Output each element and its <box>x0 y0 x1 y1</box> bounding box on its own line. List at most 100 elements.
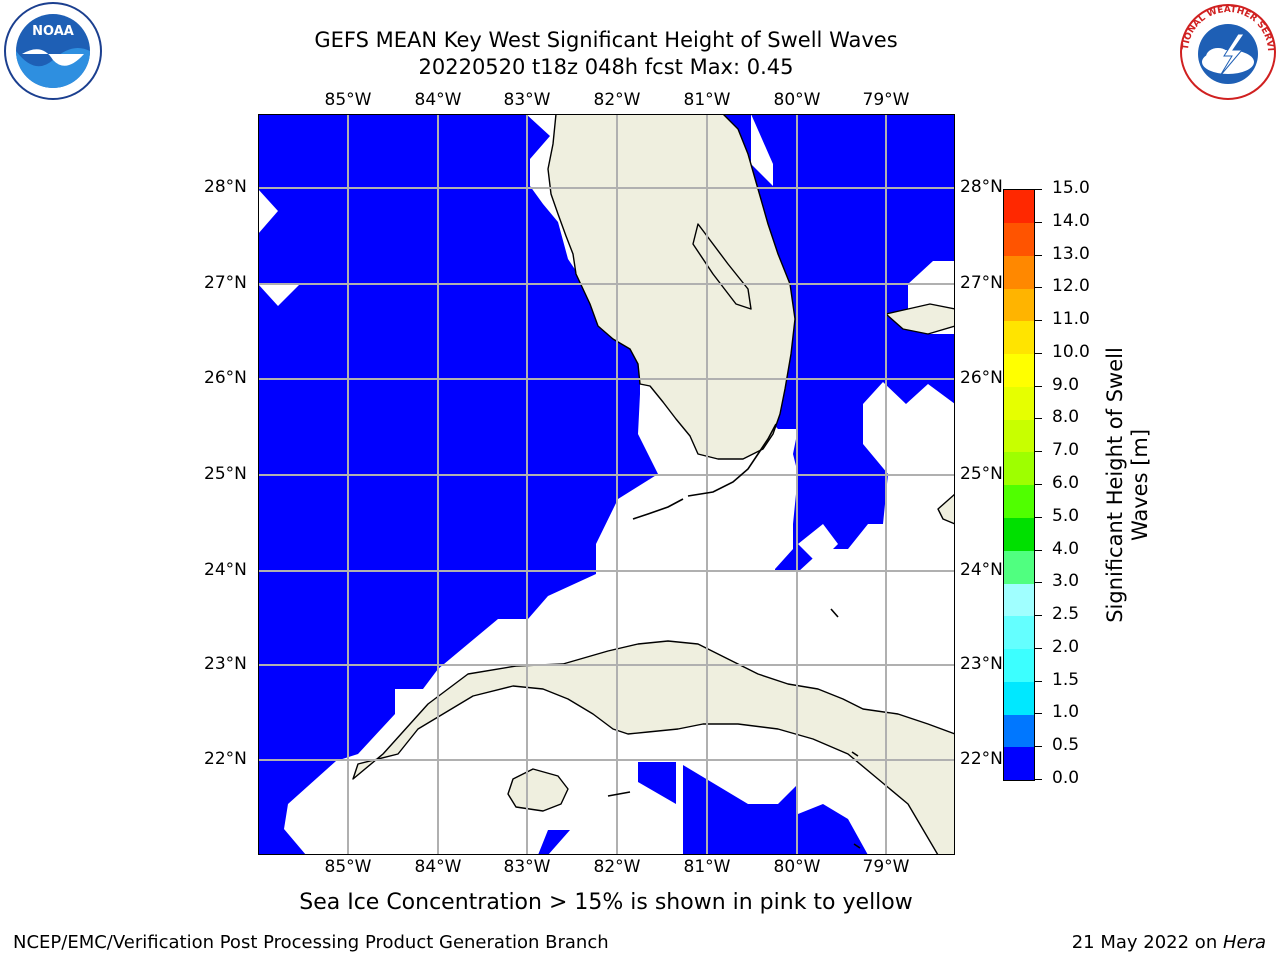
colorbar-segment <box>1004 255 1034 289</box>
colorbar-title: Significant Height of Swell Waves [m] <box>1103 347 1152 623</box>
colorbar-segment <box>1004 583 1034 617</box>
lon-label-top: 83°W <box>503 90 551 110</box>
colorbar-tick <box>1034 221 1042 223</box>
colorbar-label: 1.0 <box>1052 702 1080 723</box>
colorbar-tick <box>1034 615 1042 617</box>
land-masses <box>352 114 955 855</box>
colorbar-tick <box>1034 189 1042 190</box>
colorbar-segment <box>1004 616 1034 650</box>
colorbar-tick <box>1034 352 1042 354</box>
lon-label-bottom: 83°W <box>503 857 551 877</box>
lat-label-left: 22°N <box>204 749 247 769</box>
colorbar-segment <box>1004 386 1034 420</box>
lon-label-top: 85°W <box>324 90 372 110</box>
lat-label-right: 23°N <box>960 654 1003 674</box>
colorbar-tick <box>1034 287 1042 289</box>
colorbar-segment <box>1004 714 1034 748</box>
colorbar-label: 1.5 <box>1052 669 1080 690</box>
lat-label-right: 24°N <box>960 560 1003 580</box>
lon-label-top: 82°W <box>593 90 641 110</box>
colorbar-tick <box>1034 549 1042 551</box>
colorbar-tick <box>1034 582 1042 584</box>
colorbar <box>1003 189 1035 781</box>
colorbar-segment <box>1004 222 1034 256</box>
lon-label-bottom: 79°W <box>862 857 910 877</box>
map-subtitle: 20220520 t18z 048h fcst Max: 0.45 <box>418 55 794 79</box>
colorbar-label: 4.0 <box>1052 538 1080 559</box>
colorbar-label: 0.0 <box>1052 768 1080 788</box>
colorbar-segment <box>1004 452 1034 486</box>
lat-label-left: 26°N <box>204 368 247 388</box>
colorbar-tick <box>1034 680 1042 682</box>
lat-label-right: 27°N <box>960 273 1003 293</box>
lat-label-right: 25°N <box>960 464 1003 484</box>
colorbar-label: 15.0 <box>1052 178 1090 198</box>
colorbar-tick <box>1034 746 1042 748</box>
colorbar-segment <box>1004 353 1034 387</box>
lat-label-right: 28°N <box>960 177 1003 197</box>
keys-and-islets <box>607 423 861 849</box>
colorbar-tick <box>1034 516 1042 518</box>
colorbar-label: 10.0 <box>1052 341 1090 362</box>
map-title: GEFS MEAN Key West Significant Height of… <box>314 28 898 52</box>
lat-label-left: 24°N <box>204 560 247 580</box>
noaa-logo-text: NOAA <box>32 24 74 39</box>
colorbar-tick <box>1034 418 1042 420</box>
sea-ice-caption: Sea Ice Concentration > 15% is shown in … <box>299 890 913 915</box>
lon-label-bottom: 85°W <box>324 857 372 877</box>
colorbar-segment <box>1004 550 1034 584</box>
colorbar-label: 9.0 <box>1052 374 1080 395</box>
colorbar-tick <box>1034 779 1042 780</box>
noaa-logo: NOAA <box>4 2 102 100</box>
colorbar-segment <box>1004 190 1034 223</box>
colorbar-tick <box>1034 385 1042 387</box>
lat-label-left: 28°N <box>204 177 247 197</box>
colorbar-label: 12.0 <box>1052 276 1090 297</box>
colorbar-label: 2.0 <box>1052 636 1080 657</box>
colorbar-segment <box>1004 648 1034 682</box>
colorbar-tick <box>1034 320 1042 322</box>
colorbar-label: 11.0 <box>1052 309 1090 330</box>
colorbar-segment <box>1004 681 1034 715</box>
lon-label-bottom: 84°W <box>414 857 462 877</box>
no-data-regions <box>258 114 955 855</box>
lat-label-right: 22°N <box>960 749 1003 769</box>
colorbar-label: 6.0 <box>1052 473 1080 493</box>
swell-height-map <box>258 114 955 855</box>
colorbar-label: 5.0 <box>1052 505 1080 526</box>
footer-date: 21 May 2022 on Hera <box>1071 932 1266 953</box>
lon-label-bottom: 81°W <box>683 857 731 877</box>
colorbar-segment <box>1004 517 1034 551</box>
lon-label-top: 79°W <box>862 90 910 110</box>
nws-logo: NATIONAL WEATHER SERVICE <box>1178 2 1276 100</box>
colorbar-label: 13.0 <box>1052 243 1090 264</box>
lat-label-left: 25°N <box>204 464 247 484</box>
lon-label-top: 84°W <box>414 90 462 110</box>
lon-label-top: 80°W <box>773 90 821 110</box>
colorbar-tick <box>1034 484 1042 485</box>
colorbar-label: 14.0 <box>1052 210 1090 231</box>
colorbar-segment <box>1004 485 1034 518</box>
footer-host: Hera <box>1222 932 1266 953</box>
lat-label-right: 26°N <box>960 368 1003 388</box>
lon-label-top: 81°W <box>683 90 731 110</box>
colorbar-segment <box>1004 747 1034 781</box>
colorbar-segment <box>1004 321 1034 355</box>
colorbar-label: 3.0 <box>1052 571 1080 592</box>
colorbar-label: 0.5 <box>1052 735 1080 756</box>
lat-label-left: 27°N <box>204 273 247 293</box>
footer-credit: NCEP/EMC/Verification Post Processing Pr… <box>13 932 609 953</box>
colorbar-tick <box>1034 713 1042 715</box>
lon-label-bottom: 82°W <box>593 857 641 877</box>
colorbar-label: 2.5 <box>1052 604 1080 625</box>
colorbar-segment <box>1004 288 1034 322</box>
lon-label-bottom: 80°W <box>773 857 821 877</box>
colorbar-label: 8.0 <box>1052 407 1080 428</box>
colorbar-tick <box>1034 647 1042 649</box>
lat-label-left: 23°N <box>204 654 247 674</box>
colorbar-tick <box>1034 451 1042 453</box>
colorbar-label: 7.0 <box>1052 440 1080 461</box>
colorbar-segment <box>1004 419 1034 453</box>
colorbar-tick <box>1034 254 1042 256</box>
graticule <box>258 114 955 855</box>
